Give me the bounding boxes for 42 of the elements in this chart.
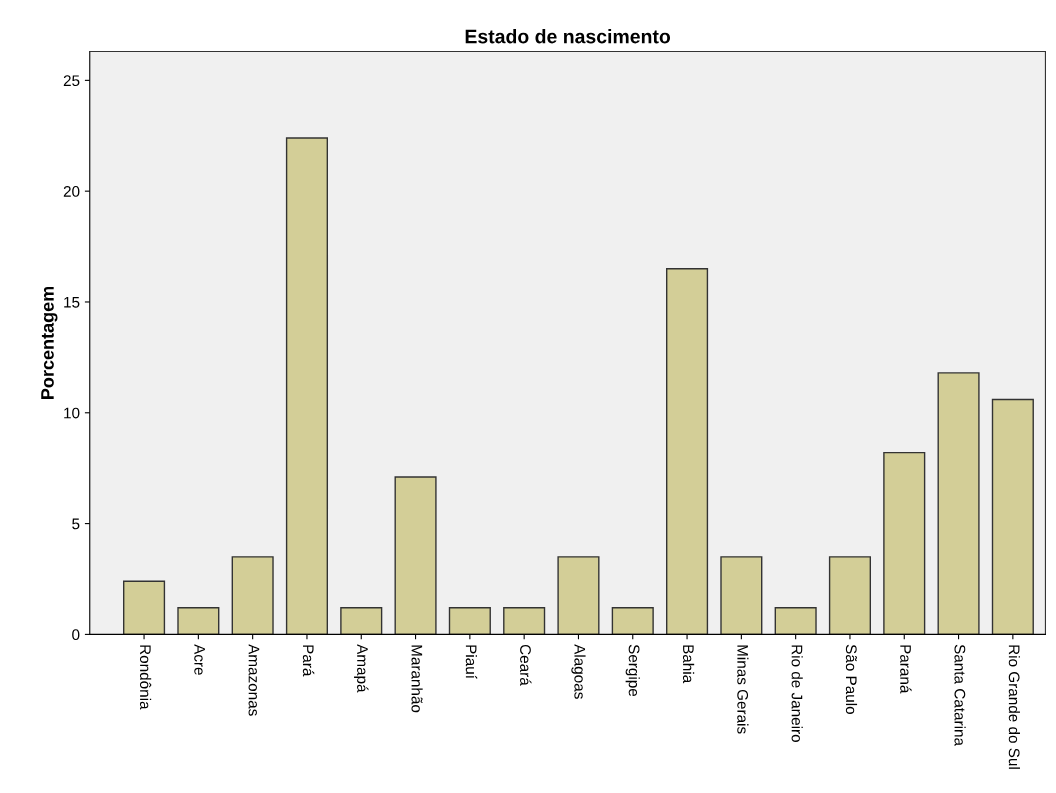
bar: [557, 556, 600, 635]
x-tick-label: Pará: [302, 645, 315, 677]
bar: [340, 607, 383, 635]
x-tick-label: Piauí: [465, 645, 478, 679]
bar: [720, 556, 763, 635]
bar: [828, 556, 872, 635]
bar: [503, 607, 546, 635]
x-tick-label: Paraná: [900, 645, 912, 694]
y-tick-label: 15: [64, 297, 80, 308]
y-tick-label: 25: [63, 75, 80, 87]
y-tick-label: 0: [72, 629, 80, 641]
bar: [666, 268, 709, 635]
bar: [231, 556, 274, 635]
y-axis-title: Porcentagem: [41, 286, 58, 399]
x-tick-label: São Paulo: [845, 644, 858, 714]
bar: [774, 607, 817, 635]
x-tick-label: Rio Grande do Sul: [1008, 645, 1020, 769]
bar: [123, 580, 166, 635]
x-tick-label: Rondônia: [139, 645, 152, 710]
x-tick-label: Alagoas: [571, 644, 586, 699]
bar: [937, 372, 980, 635]
x-tick-label: Ceará: [520, 644, 532, 686]
x-tick-label: Santa Catarina: [954, 644, 966, 747]
bar: [448, 607, 491, 635]
x-tick-label: Sergipe: [625, 644, 640, 697]
bar: [883, 451, 926, 635]
chart-title: Estado de nascimento: [465, 29, 671, 44]
bar: [177, 607, 220, 635]
x-tick-label: Minas Gerais: [737, 645, 749, 734]
bar: [394, 476, 437, 635]
x-tick-label: Amapá: [354, 644, 369, 693]
y-tick-label: 20: [63, 186, 80, 197]
y-tick-label: 5: [72, 518, 80, 530]
bar: [285, 137, 329, 635]
bar: [991, 398, 1034, 635]
y-tick-label: 10: [64, 407, 80, 419]
x-tick-label: Amazonas: [248, 644, 260, 716]
x-tick-label: Rio de Janeiro: [791, 645, 803, 742]
bar: [611, 607, 654, 635]
x-tick-label: Bahia: [682, 645, 695, 684]
x-tick-label: Maranhão: [411, 645, 423, 713]
x-tick-label: Acre: [194, 644, 205, 675]
